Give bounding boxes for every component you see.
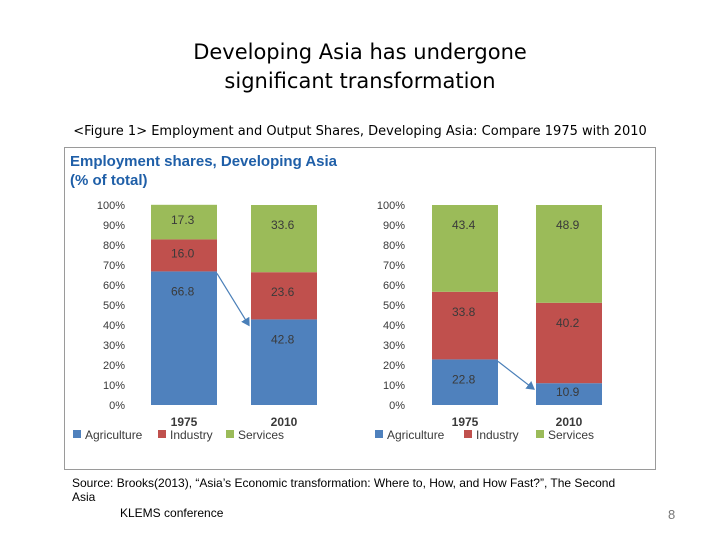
output-ytick-label: 40%	[383, 320, 405, 332]
output-legend-swatch-industry	[464, 430, 472, 438]
output-bar-industry-2010	[536, 302, 602, 384]
output-legend-swatch-services	[536, 430, 544, 438]
employment-ytick-label: 40%	[103, 320, 125, 332]
employment-ytick-label: 20%	[103, 360, 125, 372]
employment-category-label: 2010	[271, 415, 298, 429]
employment-legend-label-agriculture: Agriculture	[85, 428, 143, 442]
output-legend-label-industry: Industry	[476, 428, 519, 442]
output-legend-label-services: Services	[548, 428, 594, 442]
output-data-label-industry-1975: 33.8	[452, 305, 476, 319]
employment-bar-industry-1975	[151, 239, 217, 272]
output-trend-arrow	[497, 360, 535, 390]
output-legend-swatch-agriculture	[375, 430, 383, 438]
output-ytick-label: 10%	[383, 380, 405, 392]
employment-data-label-industry-2010: 23.6	[271, 285, 295, 299]
output-ytick-label: 0%	[389, 400, 405, 412]
employment-ytick-label: 80%	[103, 240, 125, 252]
employment-ytick-label: 90%	[103, 220, 125, 232]
output-data-label-agriculture-2010: 10.9	[556, 385, 580, 399]
employment-bar-agriculture-1975	[151, 271, 217, 405]
output-ytick-label: 60%	[383, 280, 405, 292]
output-bar-agriculture-1975	[432, 359, 498, 405]
employment-data-label-agriculture-2010: 42.8	[271, 332, 295, 346]
slide-title: Developing Asia has undergone significan…	[0, 38, 720, 96]
source-note-continued: KLEMS conference	[120, 506, 224, 520]
employment-bar-services-1975	[151, 204, 217, 240]
employment-bar-industry-2010	[251, 272, 317, 320]
output-ytick-label: 30%	[383, 340, 405, 352]
output-bar-services-1975	[432, 205, 498, 292]
output-ytick-label: 90%	[383, 220, 405, 232]
output-legend-label-agriculture: Agriculture	[387, 428, 445, 442]
employment-ytick-label: 50%	[103, 300, 125, 312]
employment-data-label-services-2010: 33.6	[271, 218, 295, 232]
employment-data-label-industry-1975: 16.0	[171, 246, 195, 260]
employment-legend-swatch-agriculture	[73, 430, 81, 438]
employment-bar-agriculture-2010	[251, 319, 317, 405]
employment-ytick-label: 100%	[97, 200, 125, 212]
output-bar-services-2010	[536, 205, 602, 303]
figure-panel: Employment shares, Developing Asia (% of …	[64, 147, 720, 470]
output-bar-agriculture-2010	[536, 383, 602, 405]
slide-title-line1: Developing Asia has undergone	[193, 40, 527, 64]
output-bar-industry-1975	[432, 291, 498, 360]
output-ytick-label: 20%	[383, 360, 405, 372]
output-ytick-label: 100%	[377, 200, 405, 212]
output-ytick-label: 80%	[383, 240, 405, 252]
employment-chart-title: Employment shares, Developing Asia	[70, 153, 338, 170]
employment-ytick-label: 60%	[103, 280, 125, 292]
employment-bar-services-2010	[251, 205, 317, 273]
output-data-label-services-1975: 43.4	[452, 218, 476, 232]
output-ytick-label: 70%	[383, 260, 405, 272]
charts-svg: Employment shares, Developing Asia (% of …	[70, 153, 720, 442]
employment-legend-swatch-services	[226, 430, 234, 438]
employment-category-label: 1975	[171, 415, 198, 429]
output-category-label: 1975	[452, 415, 479, 429]
employment-legend-swatch-industry	[158, 430, 166, 438]
output-data-label-services-2010: 48.9	[556, 218, 580, 232]
output-data-label-industry-2010: 40.2	[556, 316, 580, 330]
output-data-label-agriculture-1975: 22.8	[452, 372, 476, 386]
output-category-label: 2010	[556, 415, 583, 429]
employment-ytick-label: 0%	[109, 400, 125, 412]
output-ytick-label: 50%	[383, 300, 405, 312]
employment-legend-label-services: Services	[238, 428, 284, 442]
source-note: Source: Brooks(2013), “Asia’s Economic t…	[72, 476, 616, 504]
employment-data-label-services-1975: 17.3	[171, 213, 195, 227]
employment-ytick-label: 30%	[103, 340, 125, 352]
employment-data-label-agriculture-1975: 66.8	[171, 284, 195, 298]
employment-chart-subtitle: (% of total)	[70, 172, 147, 189]
employment-ytick-label: 10%	[103, 380, 125, 392]
employment-ytick-label: 70%	[103, 260, 125, 272]
slide-title-line2: significant transformation	[224, 69, 496, 93]
page-number: 8	[668, 507, 676, 522]
employment-trend-arrow	[216, 273, 250, 327]
employment-legend-label-industry: Industry	[170, 428, 213, 442]
figure-caption: <Figure 1> Employment and Output Shares,…	[73, 124, 647, 139]
